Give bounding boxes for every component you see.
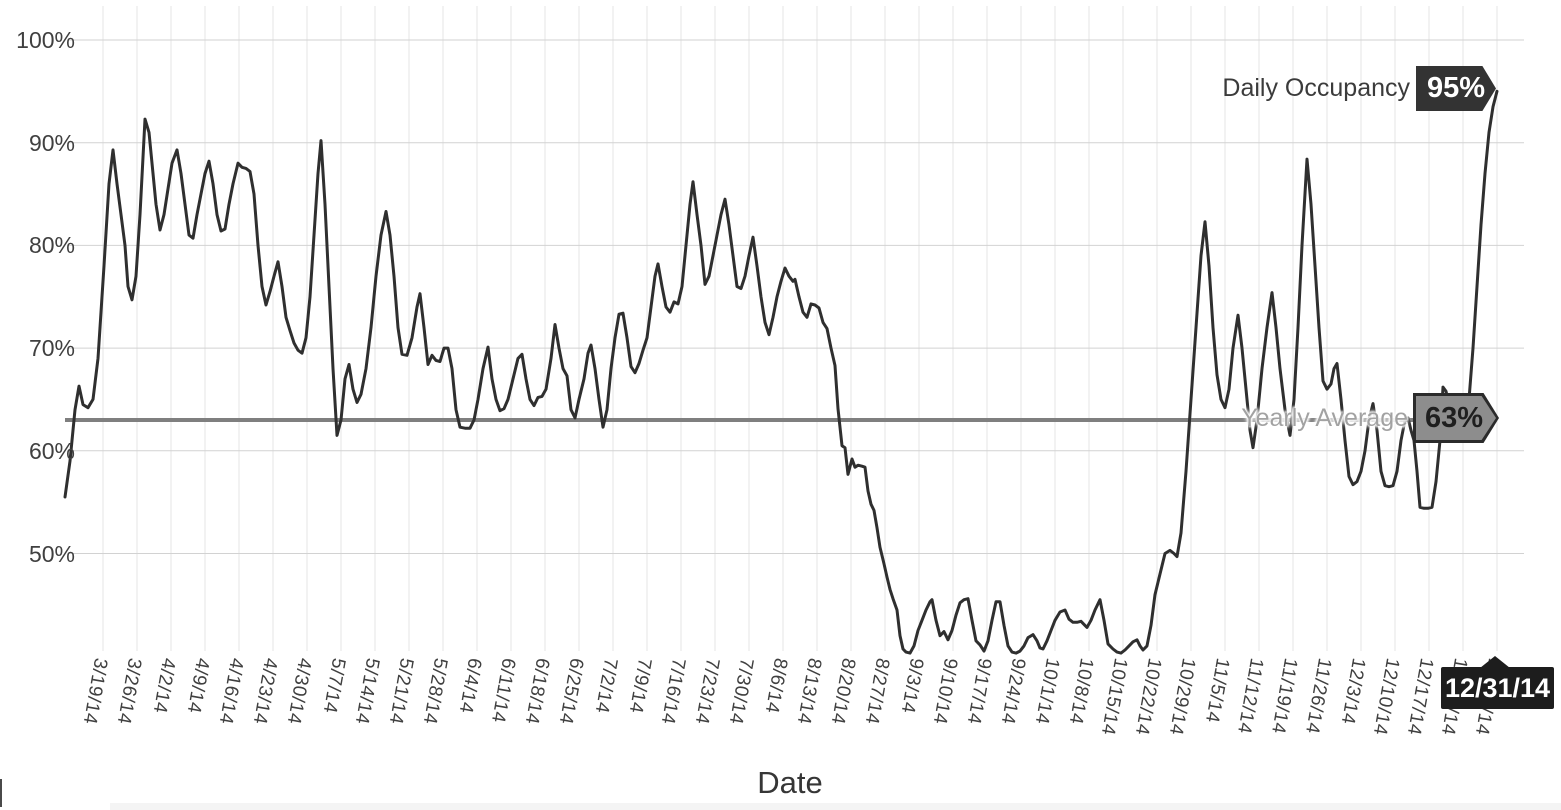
left-edge-mark xyxy=(0,779,2,807)
daily-occupancy-line xyxy=(63,89,1499,655)
yearly-average-label: Yearly Average xyxy=(1241,404,1408,432)
y-tick-label: 90% xyxy=(28,129,75,156)
x-axis-title: Date xyxy=(757,765,823,800)
y-tick-label: 60% xyxy=(28,437,75,464)
y-tick-label: 80% xyxy=(28,232,75,259)
yearly-average-value-badge: 63% xyxy=(1413,393,1499,443)
daily-occupancy-value-badge: 95% xyxy=(1416,66,1496,111)
y-tick-label: 50% xyxy=(28,540,75,567)
bottom-strip xyxy=(110,803,1561,810)
y-tick-label: 70% xyxy=(28,335,75,362)
end-date-badge: 12/31/14 xyxy=(1441,656,1554,709)
y-tick-label: 100% xyxy=(16,27,75,53)
daily-occupancy-label: Daily Occupancy xyxy=(1222,74,1410,102)
yearly-average-value: 63% xyxy=(1416,396,1496,440)
